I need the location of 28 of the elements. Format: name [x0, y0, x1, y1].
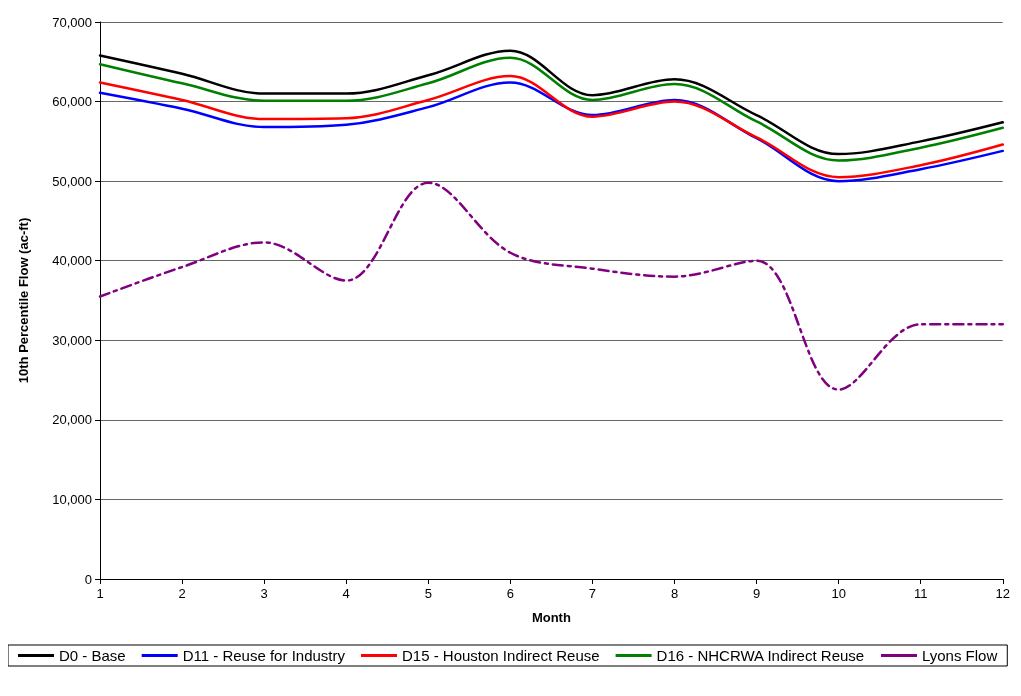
y-tick-label: 40,000: [52, 253, 92, 269]
legend-label: Lyons Flow: [921, 647, 998, 664]
legend-label: D11 - Reuse for Industry: [182, 647, 346, 664]
x-tick-label: 7: [588, 586, 597, 601]
y-tick-label: 30,000: [52, 332, 92, 348]
x-tick-label: 2: [178, 586, 186, 601]
x-tick-label: 4: [342, 586, 350, 601]
x-tick-label: 9: [752, 586, 761, 601]
x-tick-label: 11: [913, 586, 928, 601]
x-tick-label: 6: [506, 586, 514, 601]
y-tick-label: 10,000: [52, 491, 92, 507]
x-tick-label: 10: [831, 586, 846, 601]
x-tick-label: 3: [260, 586, 268, 601]
legend-label: D16 - NHCRWA Indirect Reuse: [656, 647, 865, 664]
x-tick-label: 12: [995, 586, 1010, 601]
x-tick-label: 8: [670, 586, 679, 601]
y-tick-label: 20,000: [52, 412, 92, 428]
y-axis-title: 10th Percentile Flow (ac-ft): [16, 217, 31, 384]
y-tick-label: 70,000: [52, 14, 92, 30]
legend-label: D15 - Houston Indirect Reuse: [401, 647, 600, 664]
legend-label: D0 - Base: [59, 647, 126, 664]
x-axis-title: Month: [531, 610, 571, 625]
x-tick-label: 1: [96, 586, 104, 601]
y-tick-label: 0: [84, 571, 92, 587]
y-tick-label: 60,000: [52, 94, 92, 110]
line-series: [98, 181, 1005, 391]
x-tick-label: 5: [424, 586, 432, 601]
y-tick-label: 50,000: [52, 173, 92, 189]
